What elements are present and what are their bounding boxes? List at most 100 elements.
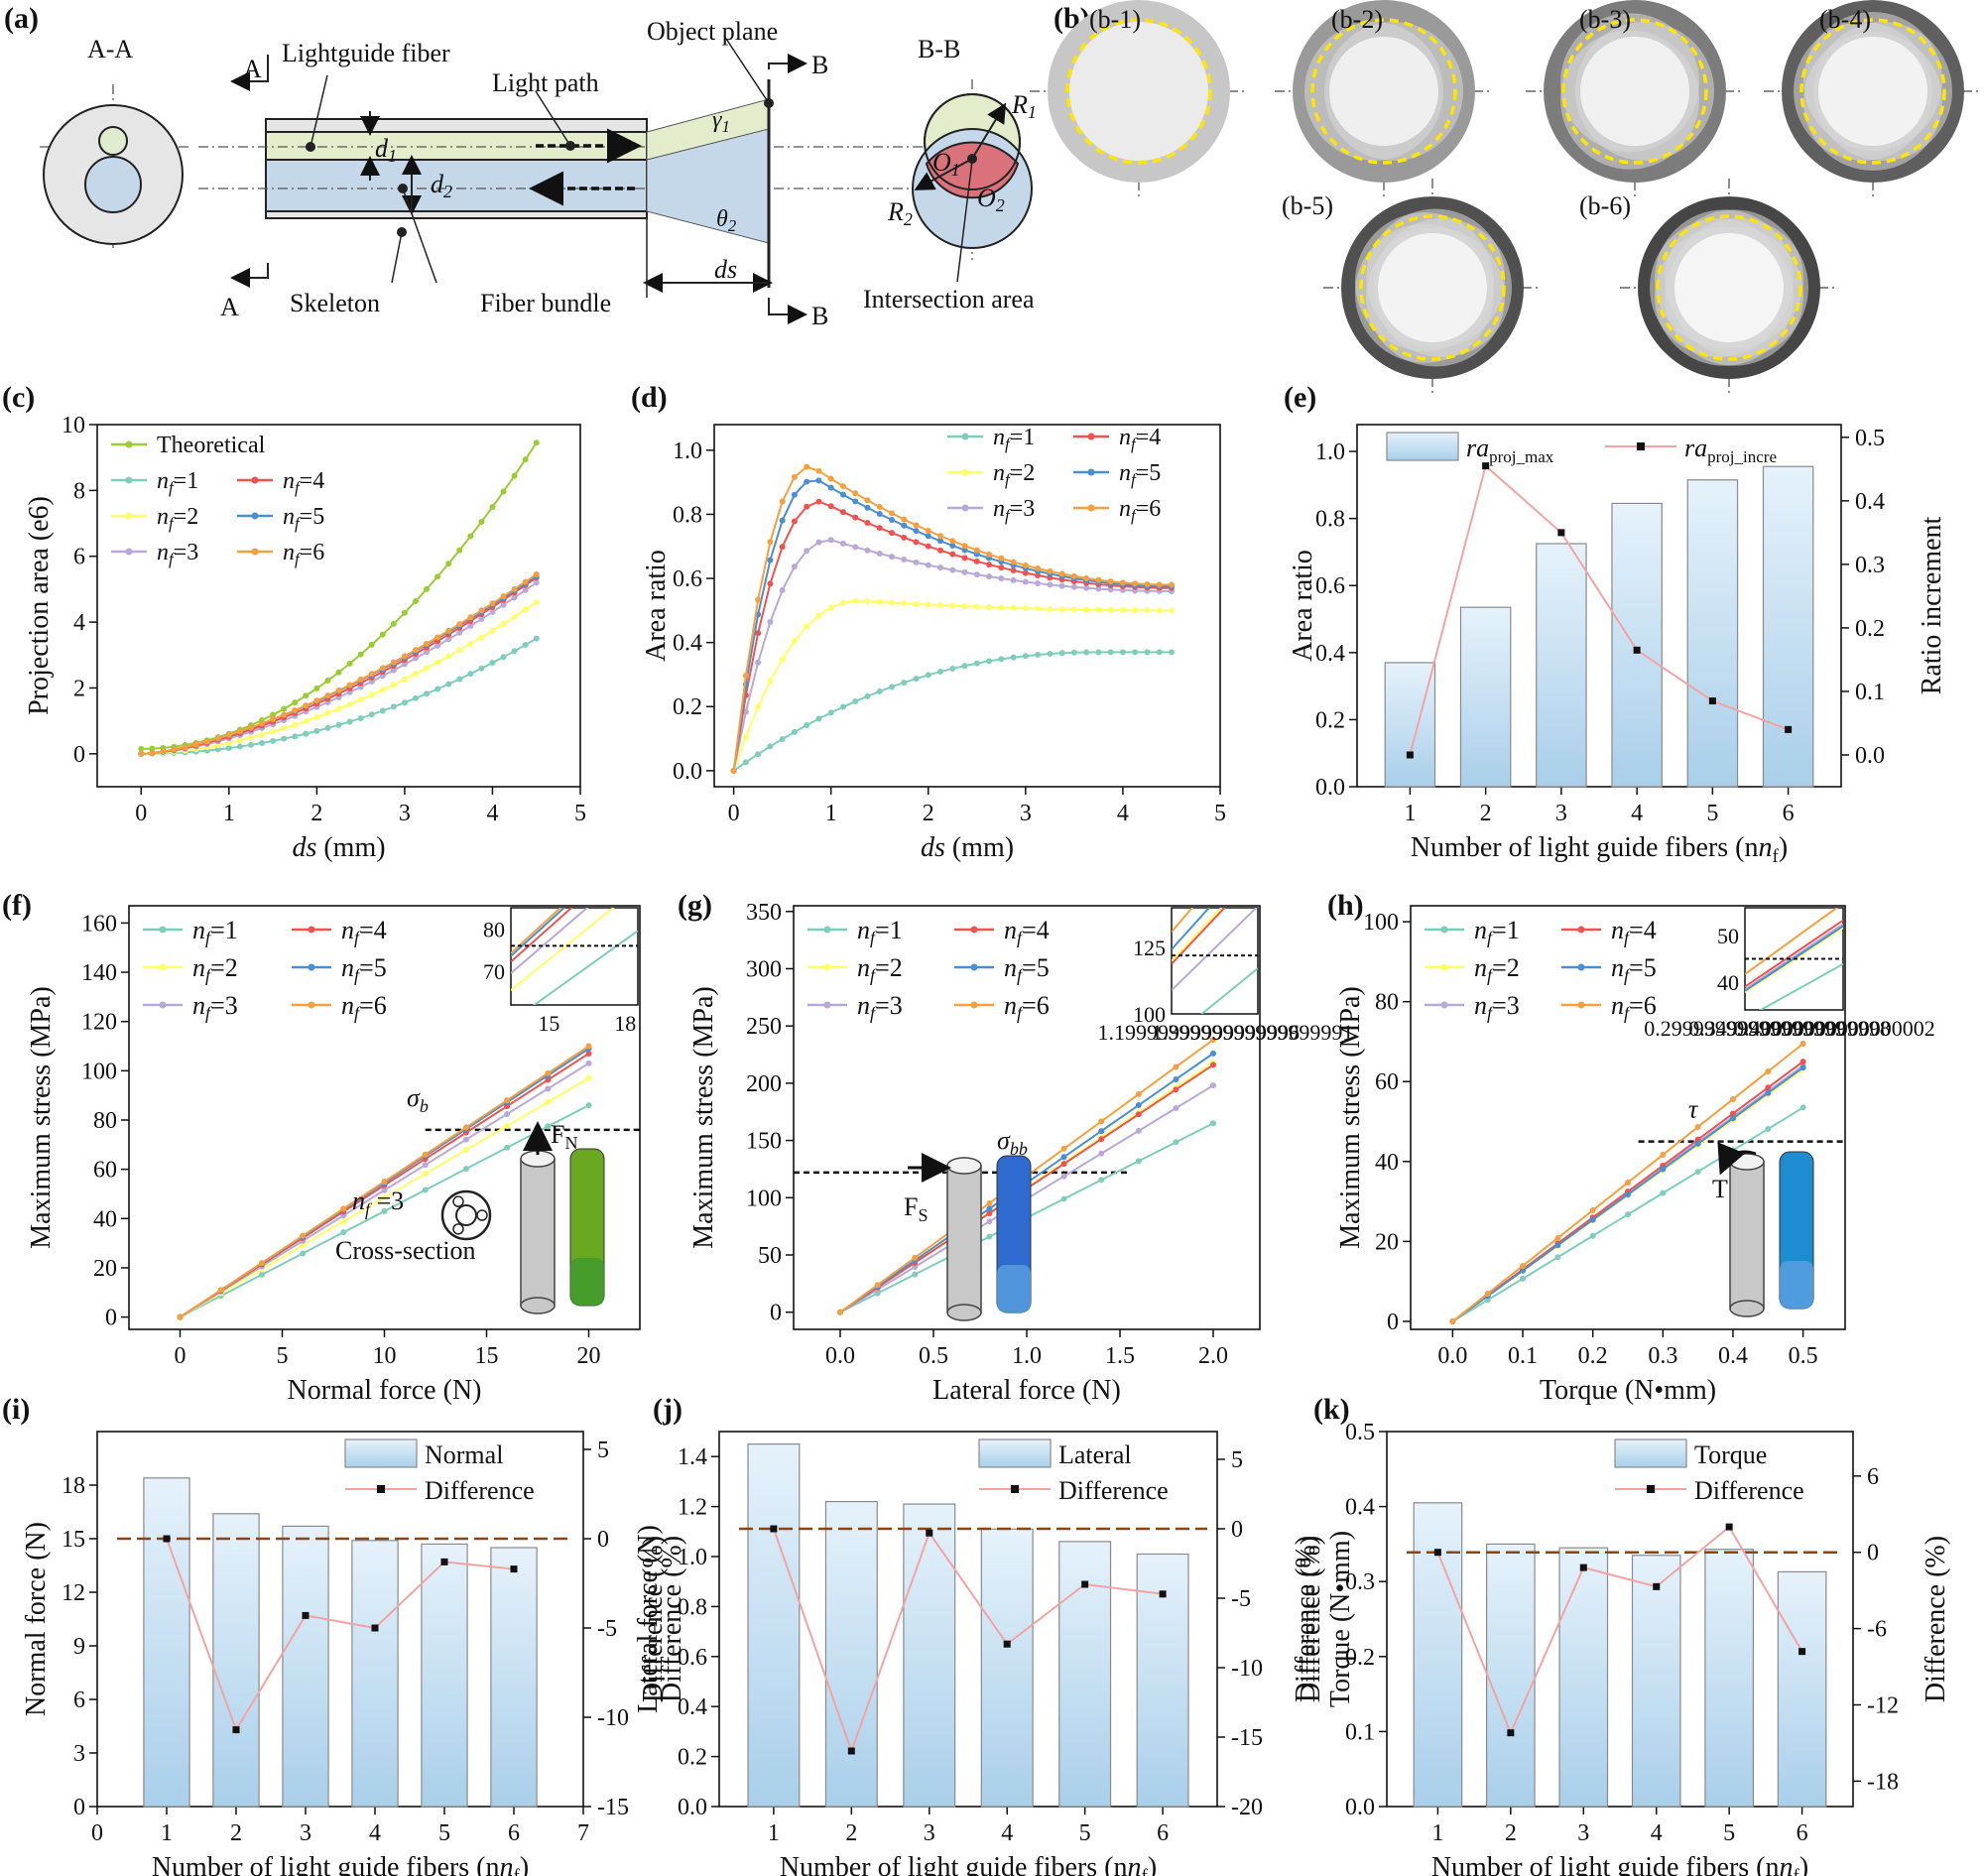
series-marker: [504, 1111, 511, 1118]
series-marker: [422, 1151, 429, 1158]
y-tick-label: 0.6: [1315, 573, 1345, 599]
x-tick-label: 20: [577, 1343, 601, 1369]
series-marker: [823, 963, 831, 971]
series-marker: [467, 640, 474, 647]
chart-e: (e) 1 2 3 4 5 6 0.0 0.2 0.4 0.6 0.8 1.0 0.0 0.1 0.2 0.3 0…: [1284, 381, 1947, 867]
series-marker: [864, 504, 871, 511]
series-marker: [839, 483, 846, 490]
series-marker: [1035, 579, 1042, 586]
series-marker: [1047, 567, 1054, 574]
series-marker: [827, 475, 834, 482]
y-tick-label: 0.4: [673, 631, 702, 657]
series-marker: [791, 518, 798, 525]
series-marker: [742, 673, 749, 680]
series-marker: [1070, 606, 1077, 613]
y-tick-label: 20: [93, 1256, 117, 1282]
series-marker: [462, 1166, 469, 1173]
y-tick-label: 40: [93, 1206, 117, 1232]
series-marker: [961, 543, 968, 550]
series-marker: [961, 555, 968, 562]
series-marker: [1022, 605, 1029, 612]
series-marker: [986, 573, 993, 580]
series-marker: [456, 629, 463, 636]
x-tick-label: 4: [1651, 1820, 1663, 1846]
series-marker: [511, 472, 518, 479]
x-tick-label: 4: [1001, 1820, 1013, 1846]
difference-marker: [232, 1726, 240, 1734]
x-tick-label: 4: [1631, 801, 1643, 826]
legend-label: nf=5: [1119, 460, 1161, 489]
ring-tag-b-6: (b-6): [1579, 191, 1631, 220]
y-tick-label: 0.0: [1345, 1795, 1375, 1820]
series-marker: [1173, 1086, 1179, 1093]
panel-tag-f: (f): [2, 889, 32, 922]
series-marker: [1765, 1089, 1772, 1096]
x-tick-label: 4: [369, 1820, 381, 1846]
series-marker: [864, 547, 871, 554]
ds-label: ds: [714, 255, 737, 284]
series-marker: [462, 1147, 469, 1154]
y2-tick-label: -5: [1231, 1586, 1251, 1612]
series-marker: [815, 612, 822, 619]
series-marker: [901, 600, 908, 607]
series-marker: [1035, 564, 1042, 571]
series-marker: [949, 602, 956, 609]
y-tick-label: 0: [73, 1795, 85, 1820]
ring-image-b-6: (b-6): [1579, 179, 1838, 397]
series-marker: [755, 703, 762, 710]
series-marker: [281, 725, 288, 732]
series-marker: [340, 1229, 347, 1236]
y-tick-label: 0.4: [1315, 641, 1345, 667]
series-marker: [1098, 1177, 1105, 1184]
gamma1-label: γ1: [712, 107, 730, 136]
legend-label: nf=4: [1004, 916, 1050, 947]
series-marker: [1765, 1125, 1772, 1132]
x-tick-label: 2: [310, 801, 322, 826]
series-marker: [585, 1102, 592, 1109]
series-marker: [912, 1254, 919, 1261]
y2-tick-label: -10: [597, 1705, 629, 1731]
series-marker: [1765, 1067, 1772, 1074]
panel-tag-i: (i): [2, 1393, 30, 1426]
series-marker: [937, 547, 944, 554]
series-marker: [998, 555, 1005, 562]
difference-marker: [1433, 1549, 1441, 1557]
x-axis-label: ds (mm): [292, 832, 385, 863]
series-marker: [1440, 1001, 1448, 1009]
series-marker: [1047, 605, 1054, 612]
ring-tag-b-4: (b-4): [1819, 5, 1871, 34]
series-marker: [247, 734, 254, 741]
y-tick-label: 120: [81, 1010, 117, 1036]
legend: Theoretical nf=1 nf=2 nf=3 nf=4 nf=5 nf=6: [111, 433, 324, 568]
x-tick-label: 3: [924, 1820, 935, 1846]
inset-y-tick: 70: [483, 959, 505, 984]
ring-tag-b-3: (b-3): [1579, 5, 1631, 34]
y-tick-label: 0.0: [678, 1795, 707, 1820]
bar: [980, 1528, 1034, 1808]
series-marker: [973, 547, 980, 554]
force-label: FN: [551, 1120, 577, 1153]
series-marker: [876, 503, 883, 510]
x-tick-label: 1: [768, 1820, 780, 1846]
series-marker: [839, 599, 846, 606]
series-marker: [236, 743, 243, 750]
series-marker: [217, 1287, 224, 1294]
series-marker: [511, 594, 518, 601]
series-marker: [545, 1085, 552, 1092]
legend-label: nf=2: [993, 460, 1035, 489]
r1-label: R1: [1011, 90, 1037, 122]
inset-f: 15 18 70 80: [483, 907, 639, 1036]
series-marker: [259, 739, 266, 746]
y2-tick-label: 0: [597, 1527, 609, 1553]
section-b-bottom-label: B: [811, 302, 828, 330]
series-marker: [308, 926, 315, 934]
series-marker: [379, 673, 386, 680]
series-marker: [424, 665, 431, 672]
difference-marker: [1003, 1640, 1011, 1648]
y-tick-label: 160: [81, 911, 117, 937]
series-marker: [876, 511, 883, 518]
y2-axis-label: Difference (%): [638, 1536, 669, 1702]
legend-bar-label: Lateral: [1058, 1440, 1132, 1469]
series-marker: [913, 539, 920, 546]
series-marker: [401, 653, 408, 660]
